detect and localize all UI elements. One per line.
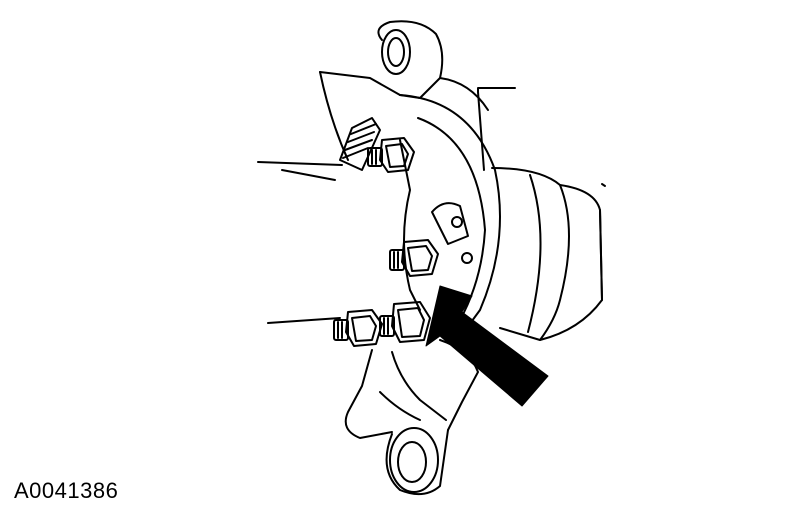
axle-outline bbox=[257, 71, 401, 324]
dust-shield bbox=[399, 87, 516, 341]
hub-bearing bbox=[491, 167, 606, 341]
knuckle-upper bbox=[377, 20, 489, 111]
lower-left-bolt bbox=[333, 309, 383, 347]
figure-id-label: A0041386 bbox=[14, 478, 119, 503]
bracket-tab bbox=[431, 202, 473, 264]
knuckle-lower bbox=[344, 339, 479, 496]
lower-right-bolt bbox=[379, 301, 431, 343]
upper-bolt bbox=[367, 137, 415, 173]
tie-rod-end bbox=[339, 117, 381, 171]
middle-bolt bbox=[389, 239, 439, 277]
indicator-arrow bbox=[425, 285, 549, 407]
